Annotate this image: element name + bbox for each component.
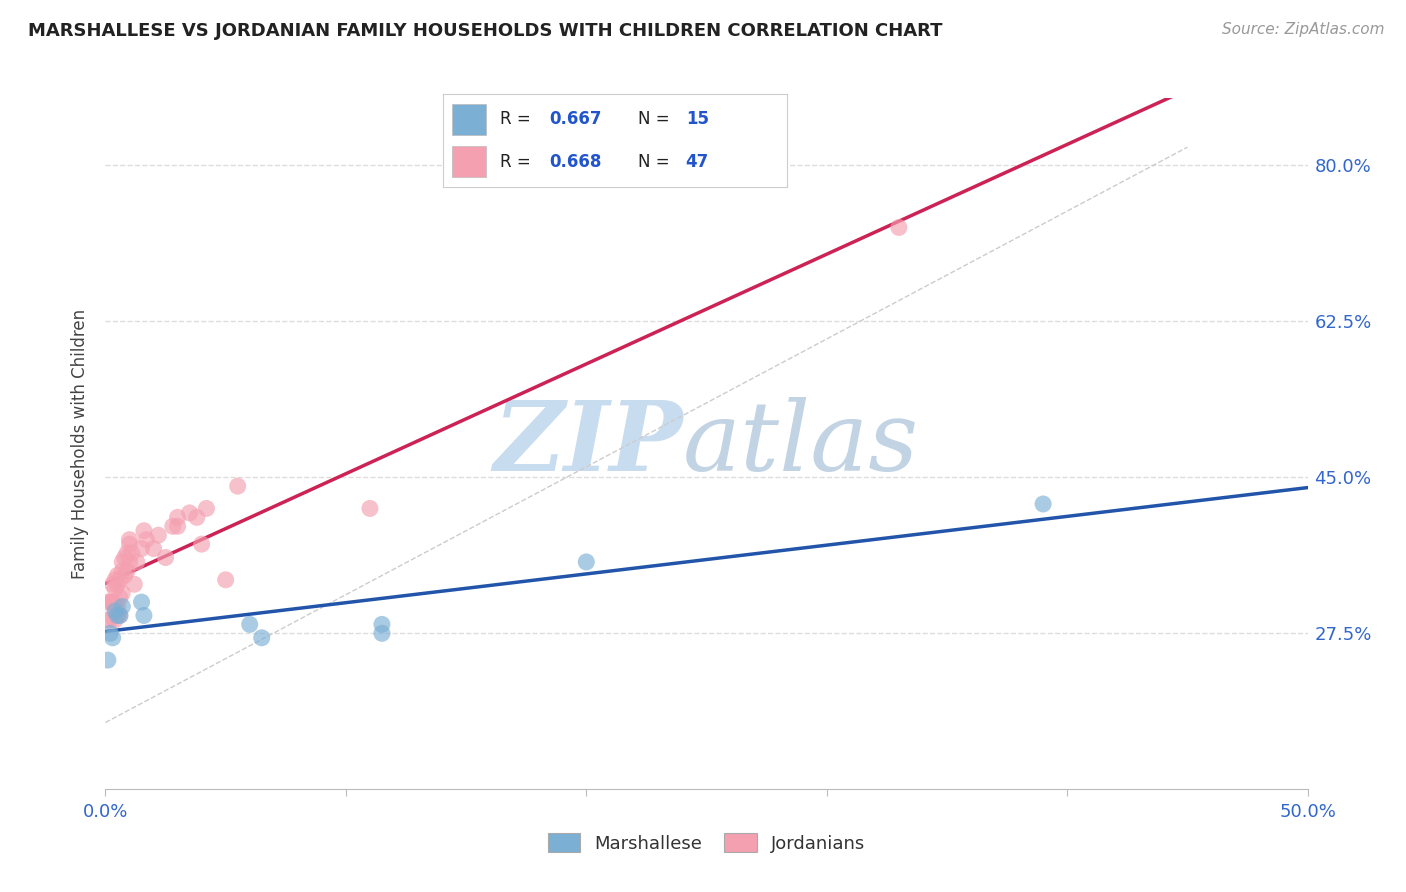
Point [371, 617, 394, 632]
Text: ZIP: ZIP [494, 397, 682, 491]
Point [135, 533, 157, 547]
Point [1032, 497, 1054, 511]
Point [148, 528, 170, 542]
Text: MARSHALLESE VS JORDANIAN FAMILY HOUSEHOLDS WITH CHILDREN CORRELATION CHART: MARSHALLESE VS JORDANIAN FAMILY HOUSEHOL… [28, 22, 942, 40]
Point [98, 626, 121, 640]
Point [166, 519, 188, 533]
Point [111, 555, 134, 569]
FancyBboxPatch shape [451, 146, 486, 177]
Point [104, 582, 127, 596]
Point [132, 608, 155, 623]
Point [887, 220, 910, 235]
Text: 0.667: 0.667 [550, 111, 602, 128]
Point [98, 613, 121, 627]
Point [108, 573, 131, 587]
Point [114, 568, 136, 582]
Text: 0.668: 0.668 [550, 153, 602, 170]
Point [131, 541, 153, 556]
Text: 15: 15 [686, 111, 709, 128]
Point [111, 564, 134, 578]
Point [107, 568, 129, 582]
Point [101, 595, 124, 609]
Point [226, 479, 249, 493]
Point [142, 541, 165, 556]
Point [121, 546, 143, 560]
Point [104, 599, 127, 614]
Legend: Marshallese, Jordanians: Marshallese, Jordanians [540, 826, 873, 860]
Y-axis label: Family Households with Children: Family Households with Children [72, 309, 90, 579]
FancyBboxPatch shape [451, 104, 486, 135]
Text: R =: R = [499, 111, 536, 128]
Text: N =: N = [637, 153, 675, 170]
Point [190, 537, 212, 551]
Point [108, 608, 131, 623]
Point [132, 524, 155, 538]
Point [107, 608, 129, 623]
Text: N =: N = [637, 111, 675, 128]
Text: atlas: atlas [682, 397, 918, 491]
Point [97, 653, 120, 667]
Point [101, 577, 124, 591]
Point [155, 550, 177, 565]
Point [371, 626, 394, 640]
Point [104, 573, 127, 587]
Point [104, 613, 127, 627]
Point [107, 577, 129, 591]
Point [118, 555, 141, 569]
Point [131, 595, 153, 609]
Point [239, 617, 262, 632]
Point [115, 546, 138, 560]
Point [111, 586, 134, 600]
Text: R =: R = [499, 153, 536, 170]
Point [111, 599, 134, 614]
Point [195, 501, 218, 516]
Point [250, 631, 273, 645]
Point [186, 510, 208, 524]
Point [114, 550, 136, 565]
Point [98, 595, 121, 609]
Point [115, 564, 138, 578]
Point [118, 533, 141, 547]
Point [118, 537, 141, 551]
Point [104, 604, 127, 618]
Point [124, 577, 146, 591]
Point [162, 519, 184, 533]
Point [179, 506, 201, 520]
Point [575, 555, 598, 569]
Point [101, 631, 124, 645]
Point [214, 573, 236, 587]
Point [108, 591, 131, 605]
Point [97, 595, 120, 609]
Point [359, 501, 381, 516]
Point [97, 613, 120, 627]
Text: 47: 47 [686, 153, 709, 170]
Point [166, 510, 188, 524]
Point [125, 555, 148, 569]
Point [107, 599, 129, 614]
Point [108, 608, 131, 623]
Text: Source: ZipAtlas.com: Source: ZipAtlas.com [1222, 22, 1385, 37]
Point [101, 595, 124, 609]
